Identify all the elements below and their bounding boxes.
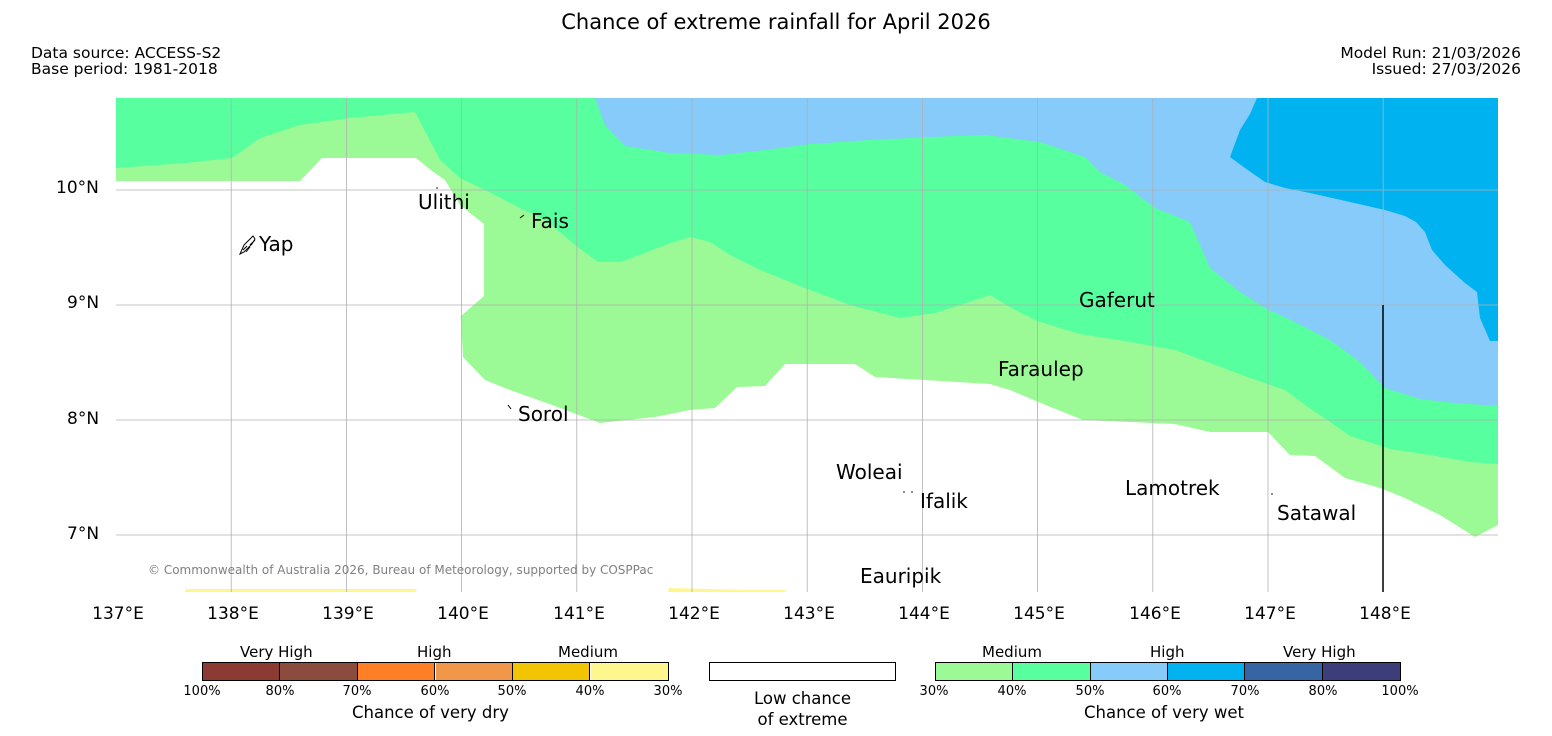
wet-colorbar <box>935 662 1401 681</box>
island-label-lamotrek: Lamotrek <box>1125 476 1220 500</box>
region-dry-30-40 <box>185 589 417 592</box>
region-dry-30-40-b <box>668 588 786 592</box>
lon-label-138e: 138°E <box>207 604 259 624</box>
island-label-woleai: Woleai <box>836 460 903 484</box>
lon-label-145e: 145°E <box>1013 604 1065 624</box>
lon-label-141e: 141°E <box>553 604 605 624</box>
graticule <box>116 98 1498 592</box>
island-label-satawal: Satawal <box>1277 501 1357 525</box>
dry-tick: 50% <box>497 684 527 699</box>
wet-cat-medium: Medium <box>982 643 1042 661</box>
dry-legend-title: Chance of very dry <box>352 703 509 722</box>
header-left: Data source: ACCESS-S2 Base period: 1981… <box>31 45 221 77</box>
dry-tick: 30% <box>653 684 683 699</box>
lon-label-142e: 142°E <box>668 604 720 624</box>
copyright-notice: © Commonwealth of Australia 2026, Bureau… <box>148 563 654 577</box>
data-source: Data source: ACCESS-S2 <box>31 44 222 62</box>
colorbar-segment <box>936 663 1014 680</box>
colorbar-segment <box>435 663 513 680</box>
lat-label-10n: 10°N <box>56 178 99 198</box>
base-period: Base period: 1981-2018 <box>31 60 218 78</box>
island-label-faraulep: Faraulep <box>998 357 1084 381</box>
dry-cat-very-high: Very High <box>240 643 313 661</box>
wet-cat-high: High <box>1150 643 1185 661</box>
dry-tick: 80% <box>265 684 295 699</box>
region-wet-60-70 <box>1230 98 1498 341</box>
neutral-colorbar <box>709 662 896 681</box>
lat-label-7n: 7°N <box>67 524 100 544</box>
wet-tick: 60% <box>1152 684 1182 699</box>
island-label-ifalik: Ifalik <box>920 489 968 513</box>
island-label-gaferut: Gaferut <box>1079 288 1155 312</box>
island-label-eauripik: Eauripik <box>860 564 942 588</box>
wet-tick: 70% <box>1230 684 1260 699</box>
island-label-fais: Fais <box>531 209 569 233</box>
wet-tick: 50% <box>1075 684 1105 699</box>
neutral-legend-label: Low chance of extreme <box>709 688 896 730</box>
lon-label-143e: 143°E <box>783 604 835 624</box>
header-right: Model Run: 21/03/2026 Issued: 27/03/2026 <box>1340 45 1521 77</box>
colorbar-segment <box>1013 663 1091 680</box>
lon-label-146e: 146°E <box>1129 604 1181 624</box>
lat-label-9n: 9°N <box>67 293 100 313</box>
island-label-ulithi: Ulithi <box>418 190 470 214</box>
lat-label-8n: 8°N <box>67 409 100 429</box>
colorbar-segment <box>1245 663 1323 680</box>
dry-cat-high: High <box>417 643 452 661</box>
dry-tick: 100% <box>183 684 221 699</box>
wet-tick: 100% <box>1381 684 1419 699</box>
colorbar-segment <box>357 663 436 680</box>
lon-label-144e: 144°E <box>898 604 950 624</box>
colorbar-segment <box>1322 663 1400 680</box>
dry-tick: 60% <box>420 684 450 699</box>
dry-tick: 70% <box>342 684 372 699</box>
wet-tick: 40% <box>997 684 1027 699</box>
issued-date: Issued: 27/03/2026 <box>1371 60 1521 78</box>
lon-label-137e: 137°E <box>92 604 144 624</box>
colorbar-segment <box>1168 663 1246 680</box>
island-dots <box>436 187 1273 495</box>
neutral-line-2: of extreme <box>757 710 848 729</box>
colorbar-segment <box>280 663 358 680</box>
wet-legend-title: Chance of very wet <box>1084 703 1244 722</box>
lon-label-139e: 139°E <box>322 604 374 624</box>
colorbar-segment <box>203 663 281 680</box>
colorbar-segment <box>512 663 591 680</box>
colorbar-segment <box>590 663 668 680</box>
dry-cat-medium: Medium <box>558 643 618 661</box>
dry-tick: 40% <box>575 684 605 699</box>
yap-island-shape <box>238 235 256 256</box>
dry-colorbar <box>202 662 669 681</box>
wet-cat-very-high: Very High <box>1283 643 1356 661</box>
island-label-sorol: Sorol <box>518 402 569 426</box>
lon-label-148e: 148°E <box>1359 604 1411 624</box>
wet-tick: 30% <box>919 684 949 699</box>
island-label-yap: Yap <box>259 232 294 256</box>
model-run: Model Run: 21/03/2026 <box>1340 44 1521 62</box>
colorbar-segment <box>1090 663 1168 680</box>
neutral-line-1: Low chance <box>753 689 852 708</box>
map-title: Chance of extreme rainfall for April 202… <box>561 10 991 34</box>
lon-label-147e: 147°E <box>1244 604 1296 624</box>
lon-label-140e: 140°E <box>437 604 489 624</box>
wet-tick: 80% <box>1308 684 1338 699</box>
